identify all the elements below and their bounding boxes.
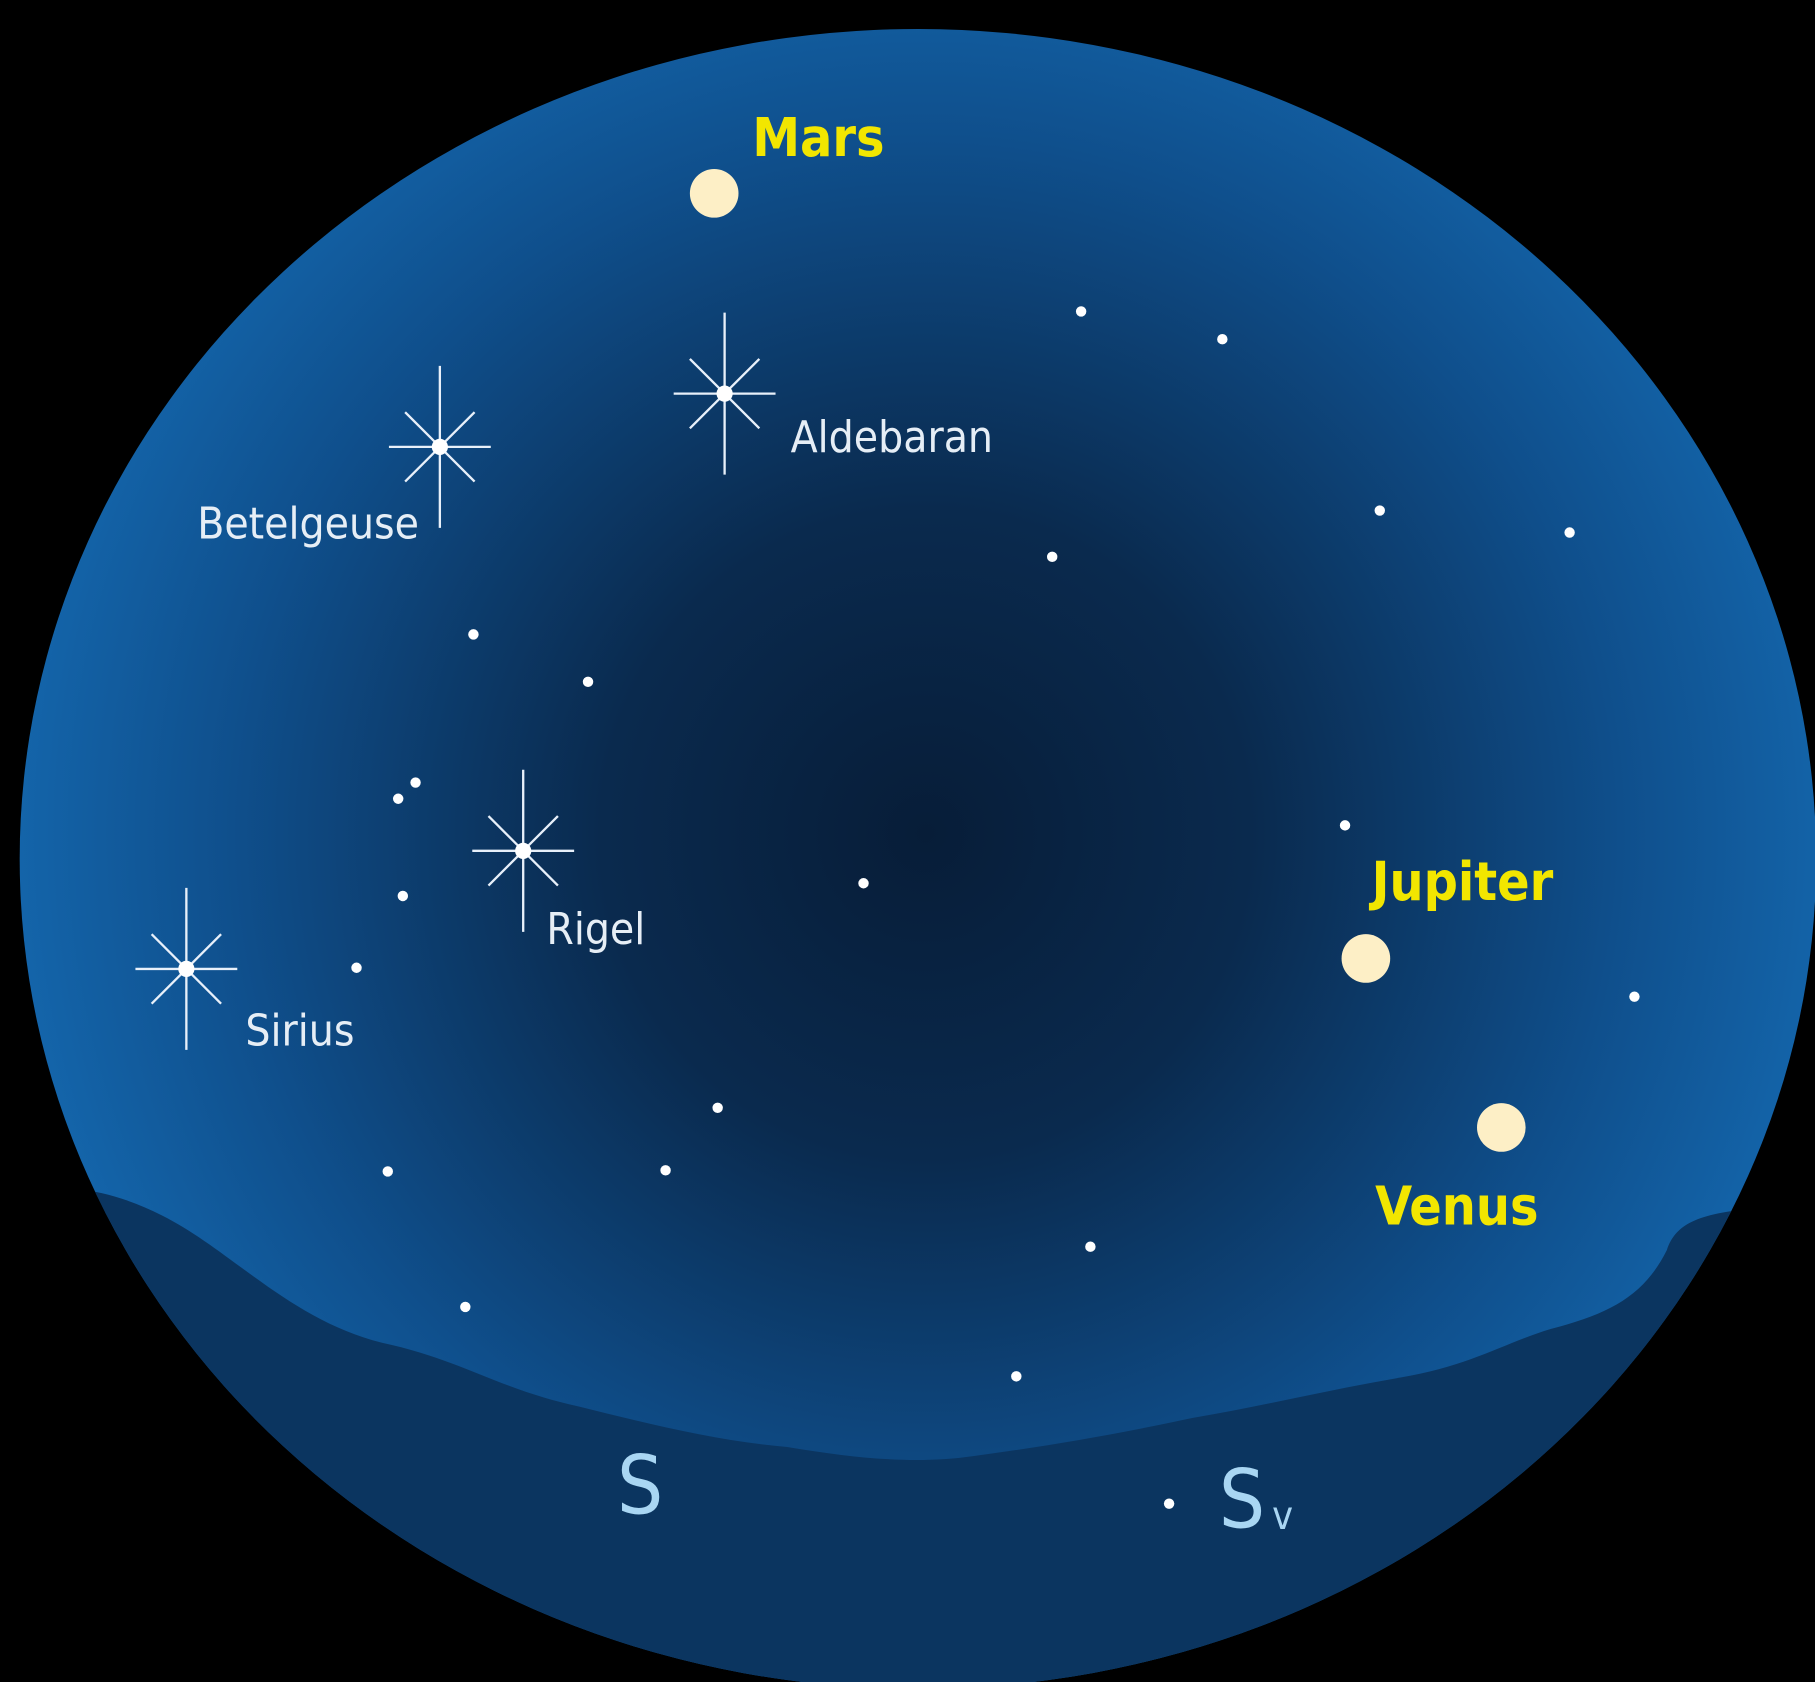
star-label: Betelgeuse <box>197 499 419 550</box>
star-dot <box>660 1165 670 1175</box>
star-dot <box>383 1166 393 1176</box>
page: {"planets": [{"label": "Mars"}, {"label"… <box>0 0 1815 1682</box>
star-dot <box>398 891 408 901</box>
star-dot <box>1047 552 1057 562</box>
sky-map: Aldebaran Betelgeuse Rigel Sirius Mars Jupite… <box>0 0 1815 1682</box>
star-dot <box>351 963 361 973</box>
star-label: Sirius <box>245 1006 354 1057</box>
star-dot <box>1375 505 1385 515</box>
star-dot <box>1564 527 1574 537</box>
star-dot <box>1164 1498 1174 1508</box>
star-dot <box>583 677 593 687</box>
planet-label: Jupiter <box>1369 851 1554 913</box>
star-dot <box>460 1302 470 1312</box>
star-dot <box>1085 1242 1095 1252</box>
star-dot <box>712 1103 722 1113</box>
bright-star <box>178 961 194 977</box>
bright-star <box>432 439 448 455</box>
star-dot <box>410 777 420 787</box>
star-dot <box>1629 991 1639 1001</box>
star-label: Aldebaran <box>791 412 993 463</box>
direction-sub: v <box>1272 1493 1293 1539</box>
direction-label: S <box>617 1439 663 1533</box>
star-dot <box>393 794 403 804</box>
planet-label: Venus <box>1375 1175 1538 1237</box>
bright-star <box>515 843 531 859</box>
direction-label: S <box>1219 1453 1265 1547</box>
star-label: Rigel <box>546 904 645 955</box>
star-dot <box>858 878 868 888</box>
star-dot <box>1011 1371 1021 1381</box>
planet <box>1342 934 1391 983</box>
planet <box>690 169 739 218</box>
planet-label: Mars <box>752 107 884 169</box>
star-dot <box>1076 306 1086 316</box>
bright-star <box>717 386 733 402</box>
star-dot <box>468 629 478 639</box>
planet <box>1477 1103 1526 1152</box>
star-dot <box>1340 820 1350 830</box>
star-dot <box>1217 334 1227 344</box>
